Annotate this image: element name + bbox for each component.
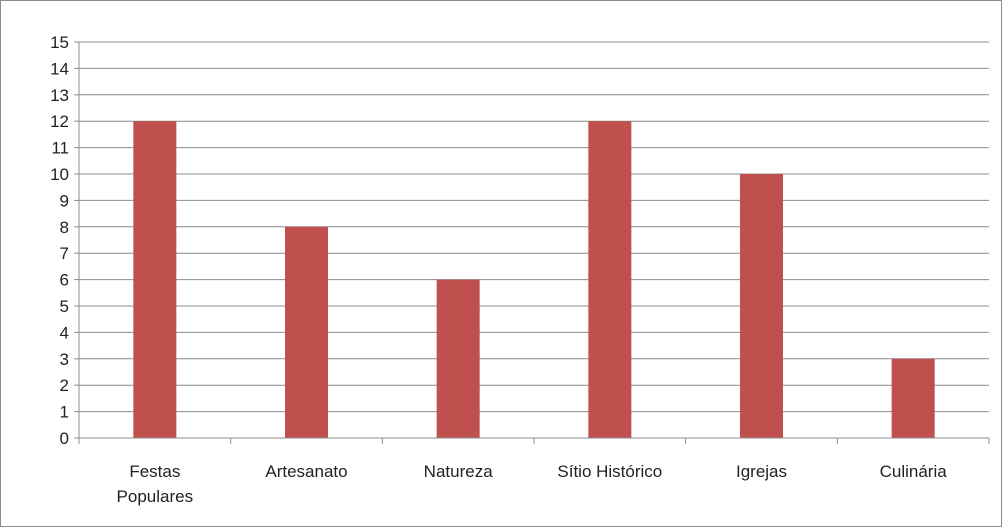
x-category-label-line: Populares <box>117 487 194 506</box>
axes <box>74 41 990 444</box>
bars <box>133 121 935 438</box>
y-tick-label: 6 <box>60 271 69 290</box>
y-tick-label: 12 <box>50 112 69 131</box>
y-tick-label: 14 <box>50 59 69 78</box>
y-tick-label: 11 <box>51 139 69 158</box>
x-axis-category-labels: Festas Populares Artesanato Natureza Sítio H… <box>117 462 948 506</box>
y-tick-label: 3 <box>60 350 69 369</box>
x-category-label: Culinária <box>880 462 948 481</box>
y-tick-label: 10 <box>50 165 69 184</box>
y-tick-label: 9 <box>60 191 69 210</box>
x-category-label: Festas Populares <box>117 462 194 506</box>
bar <box>891 358 935 438</box>
x-category-label-line: Culinária <box>880 462 948 481</box>
x-category-label: Igrejas <box>736 462 787 481</box>
y-tick-label: 1 <box>60 403 69 422</box>
y-tick-label: 5 <box>60 297 69 316</box>
y-tick-label: 2 <box>60 376 69 395</box>
x-category-label-line: Festas <box>129 462 180 481</box>
y-tick-label: 13 <box>50 86 69 105</box>
y-tick-label: 7 <box>60 244 69 263</box>
x-category-label-line: Natureza <box>424 462 494 481</box>
y-tick-label: 0 <box>60 429 69 448</box>
x-category-label-line: Sítio Histórico <box>557 462 662 481</box>
grid-lines <box>79 41 989 413</box>
y-tick-label: 4 <box>60 323 69 342</box>
bar <box>285 226 328 438</box>
bar <box>133 121 177 438</box>
y-tick-label: 8 <box>60 218 69 237</box>
bar <box>436 279 480 438</box>
x-category-label: Sítio Histórico <box>557 462 662 481</box>
x-category-label-line: Artesanato <box>265 462 347 481</box>
x-category-label: Natureza <box>424 462 494 481</box>
bar <box>740 174 783 438</box>
bar <box>588 121 632 438</box>
x-category-label-line: Igrejas <box>736 462 787 481</box>
x-category-label: Artesanato <box>265 462 347 481</box>
y-tick-label: 15 <box>50 33 69 52</box>
